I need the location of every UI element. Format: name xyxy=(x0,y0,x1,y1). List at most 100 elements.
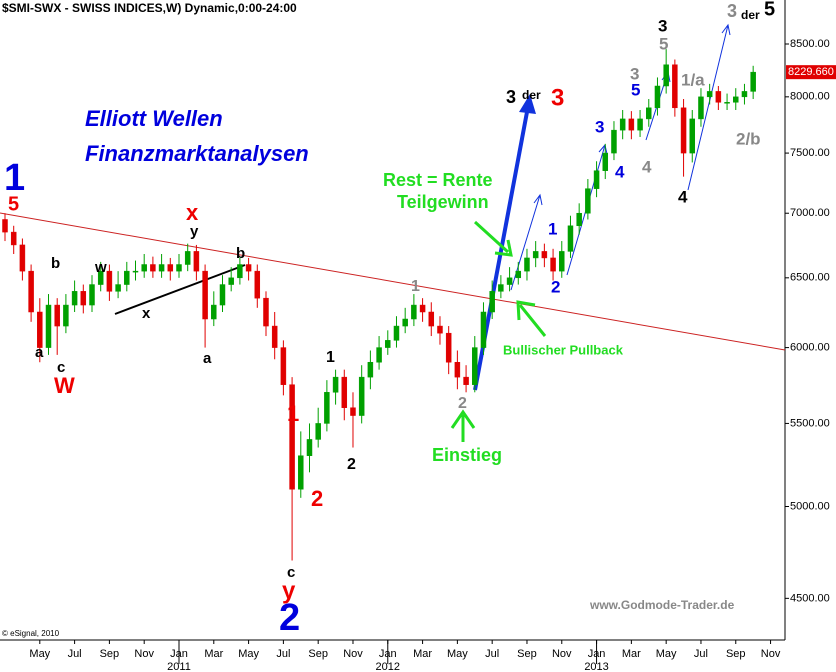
annotation: 5 xyxy=(8,193,19,215)
x-tick-label: Sep xyxy=(517,648,537,660)
candle-body xyxy=(454,361,461,378)
annotation: 1 xyxy=(287,401,299,426)
annotation: 2 xyxy=(279,597,300,639)
y-tick-label: 6500.00 xyxy=(790,272,830,284)
annotation: 1 xyxy=(548,219,557,238)
candle-body xyxy=(193,251,200,272)
candle-body xyxy=(315,423,321,440)
y-tick-label: 4500.00 xyxy=(790,592,830,604)
candle-body xyxy=(332,376,339,393)
candle-body xyxy=(698,96,704,120)
candle-body xyxy=(71,291,78,306)
candle-body xyxy=(654,85,661,109)
annotation: y xyxy=(282,577,296,604)
candle-body xyxy=(280,347,287,385)
candle-body xyxy=(532,251,539,259)
candle-body xyxy=(350,407,356,416)
annotation: c xyxy=(287,564,295,581)
annotation: 1/a xyxy=(681,70,705,89)
annotation: Elliott Wellen xyxy=(85,106,223,131)
annotation: 3 xyxy=(727,1,737,21)
year-label: 2011 xyxy=(167,661,191,672)
candle-body xyxy=(463,376,469,385)
candle-body xyxy=(2,219,8,233)
candle-body xyxy=(254,270,261,299)
x-tick-label: Nov xyxy=(552,648,572,660)
candle-body xyxy=(141,264,147,272)
last-price-label: 8229.660 xyxy=(788,66,834,78)
annotation: 3 xyxy=(595,117,604,136)
annotation: Bullischer Pullback xyxy=(503,342,624,357)
candle-body xyxy=(750,71,756,92)
annotation: y xyxy=(190,223,199,240)
candle-body xyxy=(506,277,513,285)
candle-body xyxy=(402,318,408,327)
candle-body xyxy=(228,277,234,285)
candle-body xyxy=(237,264,243,279)
annotation: Rest = Rente xyxy=(383,170,493,190)
candle-body xyxy=(150,264,156,272)
y-tick-label: 7000.00 xyxy=(790,207,830,219)
watermark: www.Godmode-Trader.de xyxy=(589,598,735,612)
candle-body xyxy=(489,291,495,313)
candle-body xyxy=(472,347,478,385)
candle-body xyxy=(741,91,748,98)
annotation: 5 xyxy=(659,34,668,53)
candle-body xyxy=(689,118,696,154)
candle-body xyxy=(576,212,582,227)
candle-body xyxy=(680,107,687,154)
candle-body xyxy=(263,297,269,327)
x-tick-label: May xyxy=(656,648,677,660)
arrow xyxy=(450,409,476,442)
y-tick-label: 5500.00 xyxy=(790,417,830,429)
annotation: 2/b xyxy=(736,129,761,148)
candle-body xyxy=(45,304,52,348)
arrow xyxy=(687,23,731,191)
y-tick-label: 8000.00 xyxy=(790,91,830,103)
annotation: 5 xyxy=(631,80,640,99)
candle-body xyxy=(376,347,382,363)
candle-body xyxy=(646,107,652,120)
candle-body xyxy=(211,304,217,320)
candle-body xyxy=(10,231,17,246)
candle-body xyxy=(611,129,617,154)
candle-body xyxy=(298,455,304,490)
annotation: 3 xyxy=(658,16,667,35)
candle-body xyxy=(89,284,95,306)
candle-body xyxy=(184,251,191,265)
candle-body xyxy=(202,270,208,320)
x-tick-label: Jul xyxy=(485,648,499,660)
annotation: der xyxy=(522,88,541,102)
candle-body xyxy=(706,91,713,98)
arrow xyxy=(473,220,513,257)
annotation: b xyxy=(236,245,245,262)
candle-body xyxy=(733,96,739,103)
candle-body xyxy=(637,118,643,131)
annotation: Finanzmarktanalysen xyxy=(85,141,309,166)
x-tick-label: Mar xyxy=(204,648,223,660)
annotation: Einstieg xyxy=(432,445,502,465)
last-price-box xyxy=(786,65,836,80)
candle-body xyxy=(106,270,113,292)
y-tick-label: 5000.00 xyxy=(790,500,830,512)
x-tick-label: Nov xyxy=(134,648,154,660)
candle-body xyxy=(219,284,226,306)
candle-body xyxy=(28,270,34,313)
candle-body xyxy=(515,270,522,279)
candle-body xyxy=(437,325,443,334)
candle-body xyxy=(419,304,426,313)
annotation: x xyxy=(186,200,199,225)
x-tick-label: Nov xyxy=(761,648,781,660)
candle-body xyxy=(54,304,60,327)
annotation: der xyxy=(741,8,760,22)
candle-body xyxy=(158,264,165,272)
annotation: 4 xyxy=(642,157,652,176)
candle-body xyxy=(132,270,139,273)
annotation: 1 xyxy=(326,349,335,366)
source: © eSignal, 2010 xyxy=(2,629,60,638)
candle-body xyxy=(524,257,530,272)
y-tick-label: 6000.00 xyxy=(790,341,830,353)
candle-body xyxy=(550,257,556,272)
candle-body xyxy=(602,152,609,171)
